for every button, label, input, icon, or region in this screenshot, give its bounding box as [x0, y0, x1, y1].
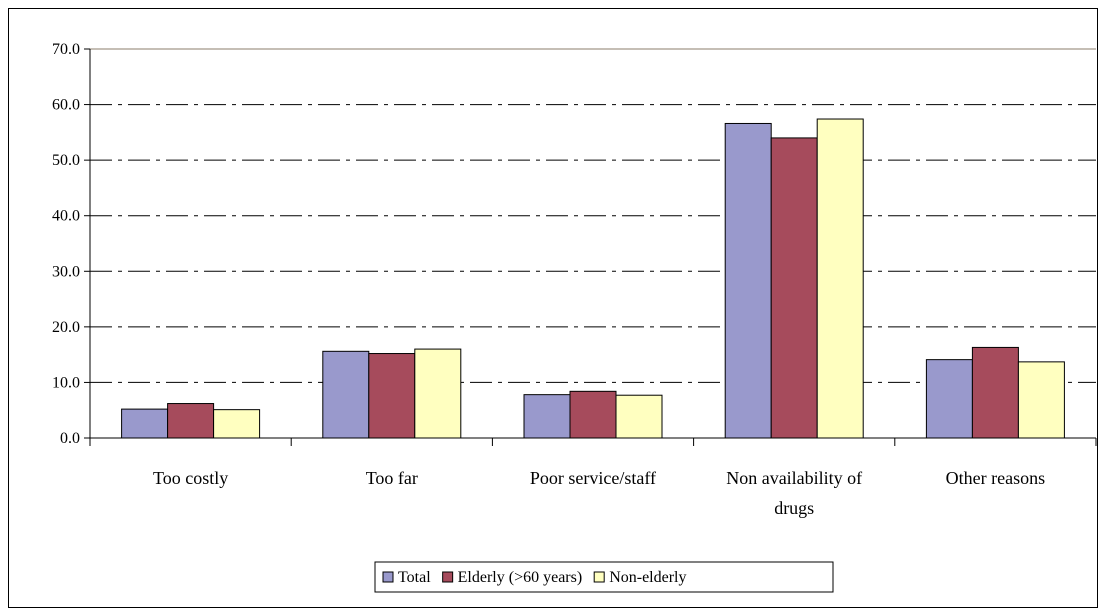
bar-2-0: [213, 409, 261, 439]
category-label: Non availability of: [726, 468, 862, 488]
legend-label: Elderly (>60 years): [458, 569, 583, 586]
y-tick-label: 20.0: [52, 319, 80, 336]
legend-label: Non-elderly: [609, 569, 686, 586]
legend: Total Elderly (>60 years) Non-elderly: [374, 561, 834, 593]
category-label: drugs: [774, 498, 814, 518]
legend-swatch: [442, 571, 454, 583]
bar-0-0: [121, 408, 169, 439]
bar-0-4: [925, 359, 973, 439]
chart-frame: [8, 8, 1098, 608]
bars: [121, 118, 1065, 439]
y-tick-label: 40.0: [52, 208, 80, 225]
bar-1-3: [770, 137, 818, 439]
bar-0-2: [523, 394, 571, 439]
bar-0-1: [322, 350, 370, 439]
bar-1-4: [971, 346, 1019, 439]
category-label: Too costly: [153, 468, 228, 488]
bar-0-3: [724, 122, 772, 439]
y-tick-label: 10.0: [52, 374, 80, 391]
bar-1-0: [167, 403, 215, 439]
category-label: Poor service/staff: [530, 468, 656, 488]
category-label: Too far: [366, 468, 418, 488]
bar-2-1: [414, 348, 462, 439]
bar-2-3: [816, 118, 864, 439]
y-tick-label: 50.0: [52, 152, 80, 169]
legend-label: Total: [398, 569, 431, 586]
y-tick-labels: 0.0 10.0 20.0 30.0 40.0 50.0 60.0 70.0: [52, 41, 80, 447]
y-tick-label: 70.0: [52, 41, 80, 58]
bar-2-2: [615, 394, 663, 439]
legend-swatch: [382, 571, 394, 583]
category-label: Other reasons: [946, 468, 1045, 488]
legend-swatch: [593, 571, 605, 583]
gridlines: [90, 104, 1096, 383]
category-labels: Too costly Too far Poor service/staff Non a…: [153, 468, 1045, 518]
bar-1-2: [569, 390, 617, 439]
axes: [84, 48, 1097, 446]
y-tick-label: 60.0: [52, 97, 80, 114]
bar-2-4: [1017, 361, 1065, 439]
y-tick-label: 30.0: [52, 263, 80, 280]
bar-1-1: [368, 353, 416, 439]
y-tick-label: 0.0: [60, 430, 80, 447]
